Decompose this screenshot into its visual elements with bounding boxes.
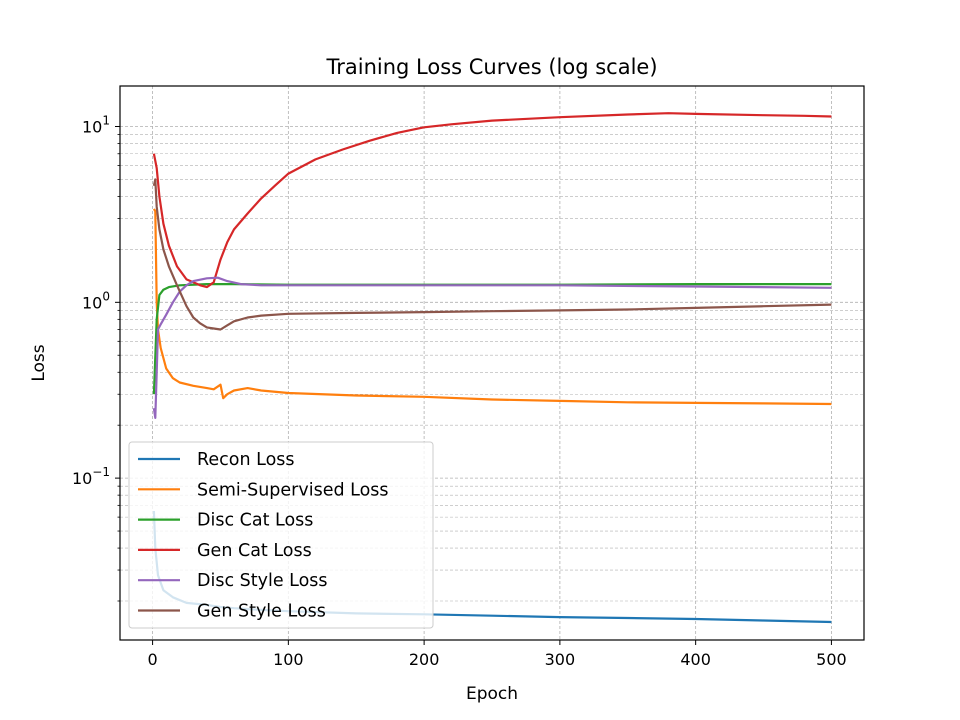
series-line-gen-cat-loss	[152, 112, 832, 289]
x-tick-label: 100	[273, 650, 304, 669]
plot-frame	[119, 85, 865, 641]
y-axis-label: Loss	[29, 344, 49, 381]
legend-entry: Gen Style Loss	[197, 602, 326, 622]
series-line-disc-cat-loss	[152, 283, 832, 395]
legend-entry: Recon Loss	[197, 450, 295, 470]
x-tick-label: 400	[680, 650, 711, 669]
chart-title: Training Loss Curves (log scale)	[325, 55, 657, 79]
series-line-semi-supervised-loss	[152, 208, 832, 406]
series-line-gen-style-loss	[152, 178, 832, 331]
legend-box	[128, 441, 434, 629]
y-tick-label: 10−1	[72, 465, 110, 488]
series-line-disc-style-loss	[152, 276, 832, 419]
x-tick-label: 300	[545, 650, 576, 669]
y-tick-label: 100	[82, 289, 110, 312]
legend-entry: Disc Cat Loss	[197, 511, 313, 531]
x-axis-label: Epoch	[466, 684, 518, 704]
legend-entry: Semi-Supervised Loss	[197, 480, 389, 500]
x-tick-label: 500	[816, 650, 847, 669]
y-tick-label: 101	[82, 114, 110, 137]
legend-entry: Gen Cat Loss	[197, 541, 312, 561]
axis-ticks: 0 100 200 300 400 500 10−1 100 101	[72, 114, 847, 669]
legend-entry: Disc Style Loss	[197, 571, 328, 591]
x-tick-label: 0	[147, 650, 157, 669]
legend: Recon Loss Semi-Supervised Loss Disc Cat L…	[128, 441, 434, 629]
grid	[120, 86, 864, 640]
x-tick-label: 200	[409, 650, 440, 669]
